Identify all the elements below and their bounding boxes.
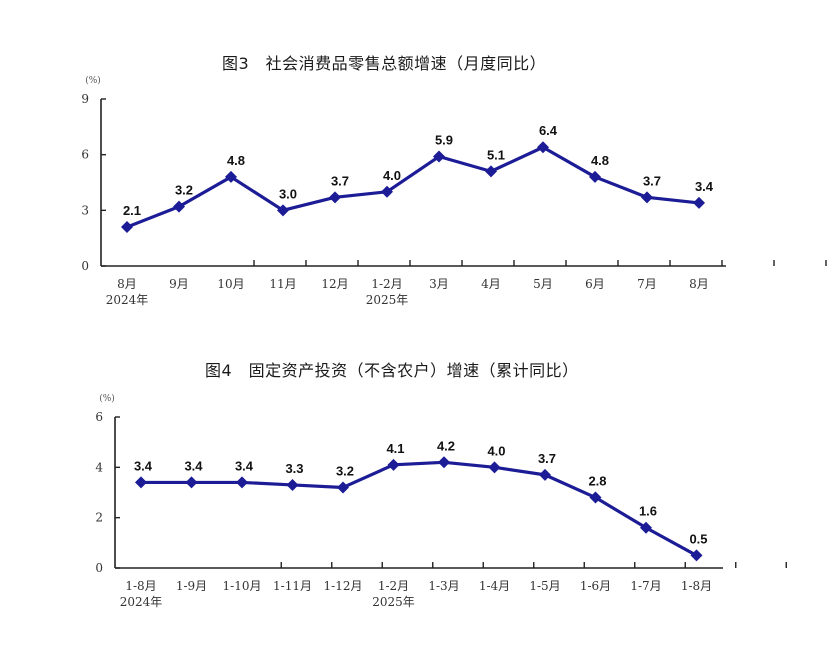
data-value-label: 4.8 — [227, 153, 245, 168]
x-category-label: 1-2月 — [371, 277, 402, 291]
x-category-label: 5月 — [533, 277, 553, 291]
data-value-label: 5.9 — [435, 133, 453, 148]
data-value-label: 5.1 — [487, 147, 505, 162]
data-value-label: 4.2 — [437, 438, 455, 453]
data-value-label: 1.6 — [639, 504, 657, 519]
diamond-marker-icon — [433, 150, 445, 163]
diamond-marker-icon — [387, 458, 400, 471]
y-tick-label: 3 — [81, 203, 89, 217]
x-year-label: 2024年 — [120, 595, 163, 609]
diamond-marker-icon — [641, 191, 653, 204]
y-tick-label: 4 — [95, 460, 103, 474]
x-category-label: 1-10月 — [223, 579, 262, 593]
data-value-label: 3.0 — [279, 186, 297, 201]
diamond-marker-icon — [185, 476, 198, 489]
data-value-label: 4.0 — [487, 443, 505, 458]
x-category-label: 9月 — [169, 277, 189, 291]
diamond-marker-icon — [485, 165, 497, 178]
diamond-marker-icon — [589, 170, 601, 183]
data-value-label: 2.1 — [123, 203, 141, 218]
data-value-label: 4.1 — [386, 441, 404, 456]
data-value-label: 4.8 — [591, 153, 609, 168]
y-unit-label: (%) — [85, 75, 101, 86]
x-category-label: 1-5月 — [529, 579, 560, 593]
x-category-label: 3月 — [429, 277, 449, 291]
data-value-label: 3.2 — [175, 183, 193, 198]
y-tick-label: 6 — [95, 410, 103, 424]
diamond-marker-icon — [640, 521, 652, 534]
series-line — [126, 145, 700, 229]
diamond-marker-icon — [286, 478, 299, 491]
x-category-label: 1-12月 — [324, 579, 363, 593]
diamond-marker-icon — [121, 221, 133, 234]
chart4-title: 图4 固定资产投资（不含农户）增速（累计同比） — [205, 361, 579, 380]
data-value-label: 3.7 — [538, 451, 556, 466]
x-category-label: 1-6月 — [580, 579, 611, 593]
diamond-marker-icon — [539, 468, 551, 481]
data-value-label: 0.5 — [689, 531, 707, 546]
x-category-label: 1-9月 — [176, 579, 207, 593]
data-value-label: 2.8 — [588, 474, 606, 489]
diamond-marker-icon — [693, 196, 705, 209]
data-value-label: 3.2 — [336, 463, 354, 478]
series-line — [141, 460, 698, 557]
x-category-label: 4月 — [481, 277, 501, 291]
y-tick-label: 2 — [95, 511, 103, 525]
x-category-label: 8月 — [689, 277, 709, 291]
diamond-marker-icon — [337, 481, 349, 494]
data-value-label: 4.0 — [383, 168, 401, 183]
y-unit-label: (%) — [99, 393, 115, 404]
x-category-label: 1-3月 — [428, 579, 459, 593]
diamond-marker-icon — [329, 191, 341, 204]
diamond-marker-icon — [277, 204, 289, 217]
x-year-label: 2025年 — [372, 595, 415, 609]
chart3-title: 图3 社会消费品零售总额增速（月度同比） — [222, 54, 547, 73]
data-value-label: 3.7 — [331, 173, 349, 188]
diamond-marker-icon — [589, 491, 602, 504]
diamond-marker-icon — [537, 141, 549, 154]
data-value-label: 3.4 — [134, 458, 153, 473]
chart3-retail-sales-growth: (%) 0 3 6 9 8月 2024年 9月 10月 11月 12月 1-2月 2025年 3月 4月 5月… — [81, 75, 827, 307]
y-tick-label: 0 — [81, 259, 89, 273]
diamond-marker-icon — [173, 200, 185, 213]
diamond-marker-icon — [381, 185, 393, 198]
x-category-label: 1-2月 — [378, 579, 409, 593]
y-tick-label: 6 — [81, 148, 89, 162]
x-category-label: 1-4月 — [479, 579, 510, 593]
x-category-label: 7月 — [637, 277, 657, 291]
x-year-label: 2024年 — [106, 293, 149, 307]
x-category-label: 1-8月 — [125, 579, 156, 593]
data-value-label: 3.4 — [184, 458, 203, 473]
x-category-label: 10月 — [217, 277, 244, 291]
x-category-label: 1-8月 — [681, 579, 712, 593]
x-category-label: 8月 — [117, 277, 137, 291]
x-year-label: 2025年 — [366, 293, 409, 307]
x-category-label: 1-7月 — [630, 579, 661, 593]
x-category-label: 12月 — [321, 277, 348, 291]
diamond-marker-icon — [438, 456, 450, 469]
diamond-marker-icon — [225, 170, 237, 183]
diamond-marker-icon — [690, 549, 703, 562]
data-value-label: 6.4 — [539, 123, 558, 138]
diamond-marker-icon — [135, 476, 147, 489]
diamond-marker-icon — [236, 476, 248, 489]
x-category-label: 1-11月 — [273, 579, 312, 593]
y-tick-label: 0 — [95, 561, 103, 575]
diamond-marker-icon — [488, 461, 501, 474]
x-category-label: 6月 — [585, 277, 605, 291]
x-category-label: 11月 — [269, 277, 296, 291]
data-value-label: 3.4 — [235, 458, 254, 473]
data-value-label: 3.3 — [285, 461, 303, 476]
data-value-label: 3.4 — [695, 179, 714, 194]
y-tick-label: 9 — [81, 92, 89, 106]
data-value-label: 3.7 — [643, 173, 661, 188]
